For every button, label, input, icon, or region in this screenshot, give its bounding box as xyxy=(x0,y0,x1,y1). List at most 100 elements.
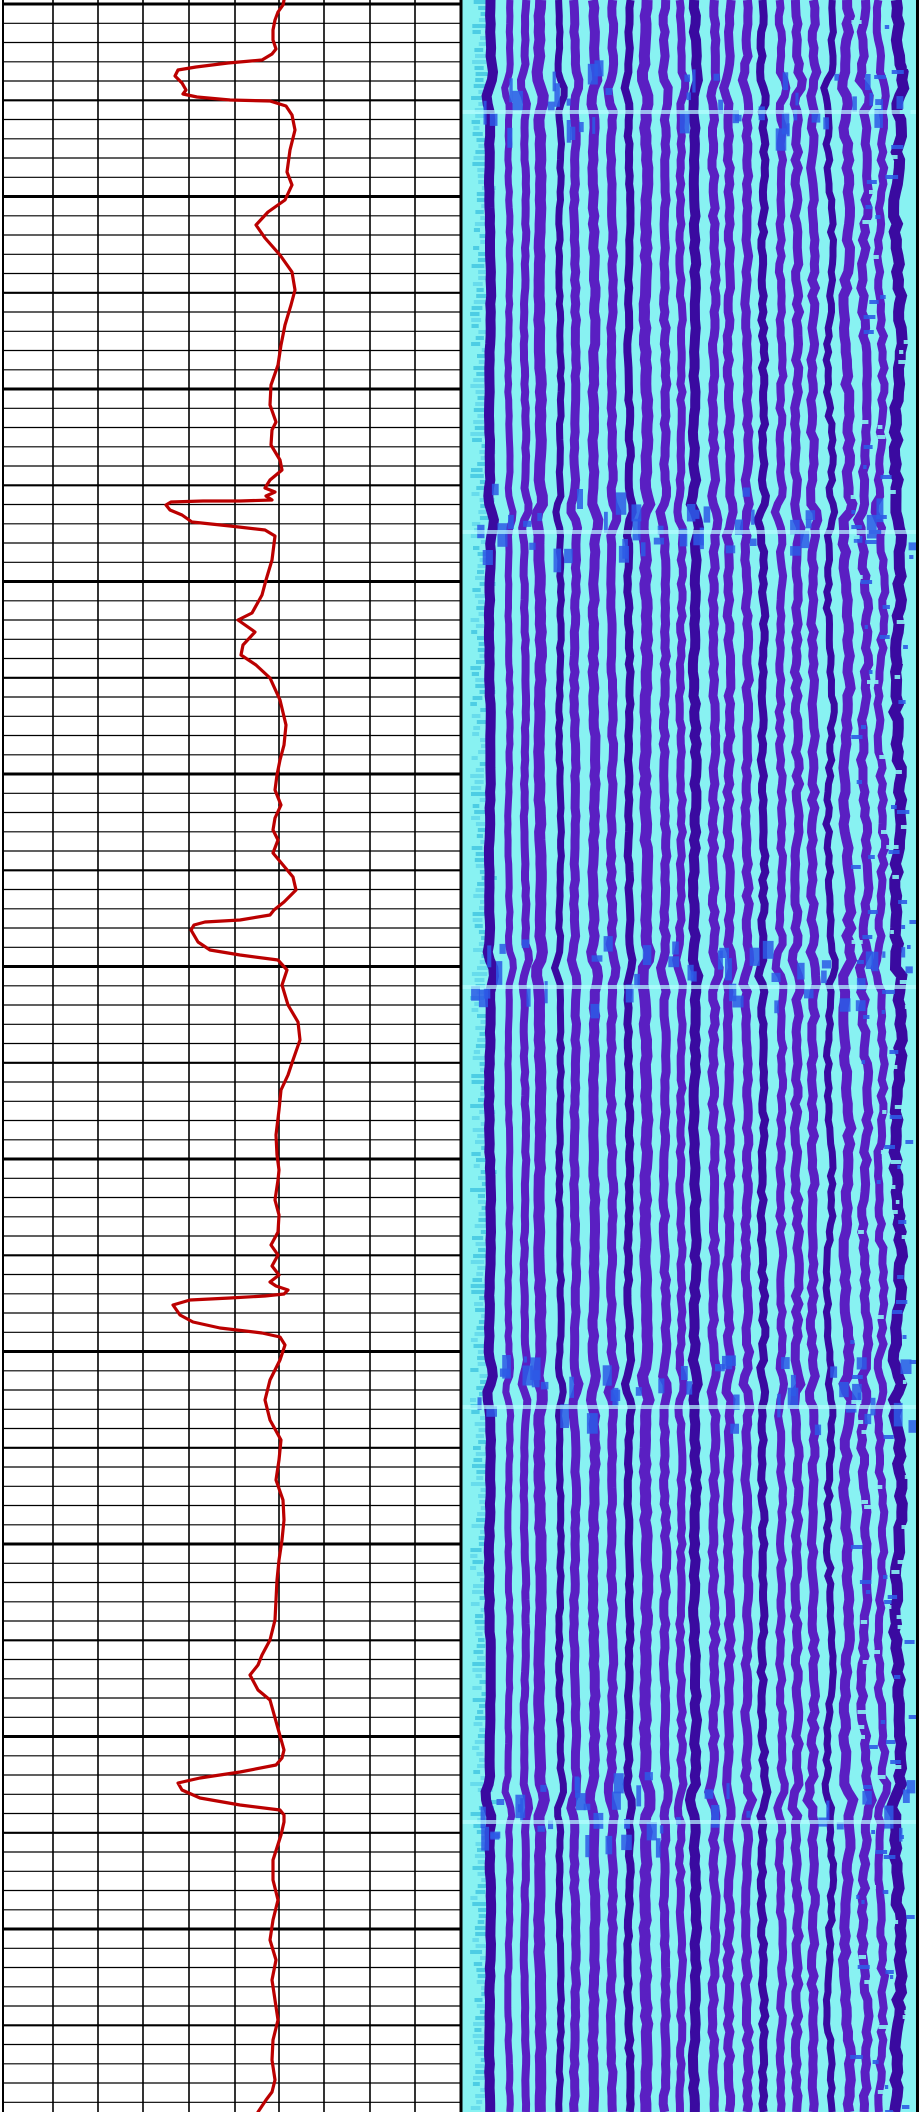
waveform-event-highlight xyxy=(604,511,608,533)
waveform-event-highlight xyxy=(521,939,530,948)
waveform-speckle xyxy=(475,1842,485,1846)
waveform-noise xyxy=(890,1975,894,1979)
waveform-event-highlight xyxy=(853,536,863,543)
waveform-event-highlight xyxy=(612,1387,619,1407)
waveform-speckle xyxy=(475,390,487,394)
waveform-trace xyxy=(672,0,690,2112)
waveform-speckle xyxy=(472,732,480,736)
waveform-noise xyxy=(881,1010,885,1014)
waveform-speckle xyxy=(475,1632,483,1636)
waveform-noise xyxy=(857,1420,864,1424)
waveform-event-highlight xyxy=(655,1838,661,1858)
waveform-event-highlight xyxy=(636,1785,642,1807)
waveform-speckle xyxy=(470,1602,480,1606)
waveform-event-highlight xyxy=(490,1833,500,1840)
waveform-speckle xyxy=(475,2064,489,2068)
waveform-speckle xyxy=(478,42,490,46)
waveform-event-highlight xyxy=(502,1355,511,1379)
waveform-trace xyxy=(820,0,839,2112)
waveform-event-highlight xyxy=(856,1357,867,1370)
waveform-speckle xyxy=(474,1332,490,1336)
waveform-noise xyxy=(856,1895,860,1899)
waveform-noise xyxy=(890,1065,898,1069)
waveform-event-highlight xyxy=(869,92,873,106)
waveform-noise xyxy=(852,535,860,539)
waveform-event-highlight xyxy=(775,128,787,151)
waveform-noise xyxy=(858,1230,864,1234)
waveform-speckle xyxy=(473,2022,487,2026)
waveform-event-highlight xyxy=(585,1835,590,1858)
waveform-trace xyxy=(603,0,622,2112)
waveform-speckle xyxy=(478,276,488,280)
waveform-noise xyxy=(903,230,916,234)
waveform-noise xyxy=(851,1400,862,1404)
waveform-event-highlight xyxy=(781,112,790,135)
waveform-noise xyxy=(880,475,892,479)
waveform-speckle xyxy=(478,1494,488,1498)
waveform-speckle xyxy=(475,576,489,580)
waveform-speckle xyxy=(476,1326,491,1330)
waveform-noise xyxy=(852,1375,863,1379)
waveform-speckle xyxy=(474,66,484,70)
waveform-speckle xyxy=(478,1908,490,1912)
waveform-noise xyxy=(876,515,887,519)
waveform-event-highlight xyxy=(713,73,720,81)
waveform-noise xyxy=(868,855,875,859)
log-track-background xyxy=(3,0,461,2112)
waveform-noise xyxy=(850,1245,856,1249)
waveform-event-highlight xyxy=(830,1366,838,1378)
waveform-noise xyxy=(877,425,883,429)
log-curve xyxy=(164,0,302,2112)
waveform-noise xyxy=(882,1890,889,1894)
waveform-speckle xyxy=(475,336,484,340)
waveform-event-highlight xyxy=(517,1804,522,1813)
waveform-speckle xyxy=(470,312,480,316)
waveform-trace xyxy=(655,0,673,2112)
waveform-noise xyxy=(884,1145,895,1149)
waveform-event-highlight xyxy=(583,1803,591,1811)
waveform-event-highlight xyxy=(591,955,603,962)
waveform-speckle xyxy=(475,1674,482,1678)
waveform-speckle xyxy=(475,852,485,856)
waveform-speckle xyxy=(470,534,482,538)
waveform-speckle xyxy=(475,210,484,214)
waveform-noise xyxy=(863,465,867,469)
waveform-noise xyxy=(884,1600,892,1604)
waveform-speckle xyxy=(476,1158,491,1162)
waveform-speckle xyxy=(476,1518,488,1522)
waveform-trace xyxy=(718,0,738,2112)
waveform-speckle xyxy=(472,1464,487,1468)
waveform-noise xyxy=(850,1545,863,1549)
waveform-event-highlight xyxy=(548,1820,554,1830)
waveform-speckle xyxy=(476,138,488,142)
waveform-trace xyxy=(787,0,807,2112)
waveform-noise xyxy=(889,1490,893,1494)
waveform-speckle xyxy=(471,1116,480,1120)
waveform-noise xyxy=(852,45,859,49)
waveform-noise xyxy=(850,495,859,499)
waveform-speckle xyxy=(472,918,483,922)
waveform-noise xyxy=(886,1740,896,1744)
waveform-speckle xyxy=(475,1932,488,1936)
waveform-noise xyxy=(884,2085,889,2089)
waveform-noise xyxy=(898,900,908,904)
waveform-speckle xyxy=(475,684,491,688)
waveform-event-highlight xyxy=(653,537,664,545)
waveform-event-highlight xyxy=(480,1806,486,1829)
waveform-noise xyxy=(874,75,886,79)
waveform-speckle xyxy=(472,1668,487,1672)
waveform-speckle xyxy=(476,1980,489,1984)
waveform-speckle xyxy=(476,372,490,376)
waveform-event-highlight xyxy=(865,951,873,969)
waveform-event-highlight xyxy=(537,513,542,522)
waveform-noise xyxy=(889,1920,899,1924)
waveform-event-highlight xyxy=(509,78,513,103)
waveform-event-highlight xyxy=(613,1773,624,1794)
waveform-speckle xyxy=(475,678,486,682)
waveform-trace xyxy=(480,0,499,2112)
waveform-noise xyxy=(899,110,911,114)
waveform-noise xyxy=(891,145,904,149)
waveform-noise xyxy=(897,1165,901,1169)
waveform-speckle xyxy=(470,1338,478,1342)
waveform-speckle xyxy=(470,1104,484,1108)
